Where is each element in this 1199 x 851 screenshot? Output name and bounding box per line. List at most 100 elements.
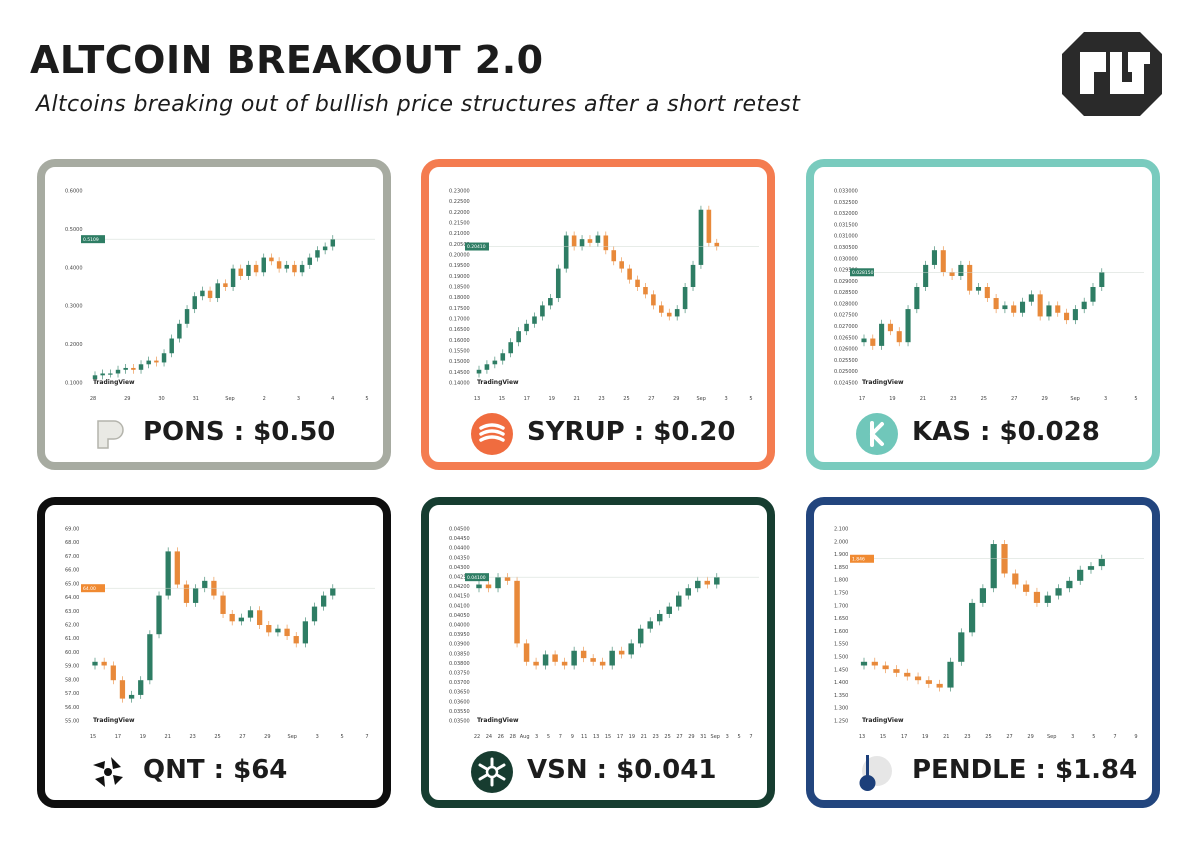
x-tick-label: 9 <box>571 734 574 740</box>
y-tick-label: 1.750 <box>834 591 848 597</box>
candle-body <box>682 287 688 310</box>
chart-svg: 0.033000 0.032500 0.032000 0.031500 0.031000… <box>834 189 1144 402</box>
candle-body <box>870 338 876 346</box>
y-tick-label: 56.00 <box>65 705 79 711</box>
x-tick-label: 23 <box>598 396 604 402</box>
y-tick-label: 0.029500 <box>834 268 858 274</box>
tradingview-watermark: TradingView <box>477 717 519 724</box>
candle-body <box>940 250 946 273</box>
candle-body <box>542 654 549 666</box>
candle-body <box>949 272 955 276</box>
tradingview-watermark: TradingView <box>862 379 904 386</box>
coin-card-vsn: 0.04500 0.04450 0.04400 0.04350 0.04300 0.042… <box>421 497 775 808</box>
tradingview-watermark: TradingView <box>93 717 135 724</box>
y-tick-label: 0.14500 <box>449 370 470 376</box>
candle-body <box>215 283 220 299</box>
x-tick-label: 7 <box>749 734 752 740</box>
x-tick-label: 3 <box>1104 396 1107 402</box>
candle-body <box>637 628 644 644</box>
x-tick-label: 21 <box>573 396 579 402</box>
y-tick-label: 0.029000 <box>834 279 858 285</box>
candle-body <box>311 606 318 622</box>
candle-body <box>92 375 98 379</box>
y-tick-label: 0.027500 <box>834 313 858 319</box>
candle-body <box>647 621 653 629</box>
x-tick-label: Aug <box>520 734 530 740</box>
price-chart: 69.00 68.00 67.00 66.00 65.00 64.00 63.00 62.00… <box>63 517 381 741</box>
x-tick-label: 24 <box>486 734 492 740</box>
candle-body <box>1033 591 1041 603</box>
candle-body <box>100 373 105 376</box>
candle-body <box>184 309 190 324</box>
x-tick-label: 19 <box>140 734 146 740</box>
candle-body <box>1002 305 1008 310</box>
y-tick-label: 1.550 <box>834 642 848 648</box>
price-tag <box>850 268 874 277</box>
x-tick-label: 25 <box>623 396 629 402</box>
candle-body <box>284 628 290 637</box>
candle-body <box>207 290 213 299</box>
candle-body <box>1046 305 1052 317</box>
candle-body <box>685 588 692 596</box>
y-tick-label: 1.250 <box>834 719 848 725</box>
candle-body <box>253 264 259 273</box>
y-tick-label: 1.350 <box>834 693 848 699</box>
candle-body <box>322 246 328 251</box>
candle-body <box>1066 580 1073 589</box>
y-tick-label: 69.00 <box>65 527 79 533</box>
x-tick-label: 5 <box>340 734 343 740</box>
x-tick-label: 23 <box>950 396 956 402</box>
candle-body <box>975 287 982 291</box>
x-tick-label: 15 <box>90 734 96 740</box>
coin-card-pendle: 2.100 2.000 1.900 1.850 1.800 1.750 1.700 1.650… <box>806 497 1160 808</box>
candle-body <box>128 694 135 699</box>
x-tick-label: 27 <box>676 734 682 740</box>
x-tick-label: 5 <box>1092 734 1095 740</box>
candle-body <box>1023 584 1030 592</box>
candle-body <box>292 264 297 273</box>
y-tick-label: 0.03550 <box>449 709 470 715</box>
x-tick-label: 17 <box>859 396 865 402</box>
candle-body <box>299 264 305 273</box>
y-tick-label: 0.16000 <box>449 338 470 344</box>
y-tick-label: 64.00 <box>65 595 79 601</box>
price-chart: 0.6000 0.5000 0.4000 0.3000 0.2000 0.1000 28 29… <box>63 179 381 403</box>
candle-body <box>1087 566 1095 570</box>
candle-body <box>246 264 251 276</box>
candle-body <box>514 580 520 644</box>
y-tick-label: 2.100 <box>834 527 848 533</box>
candle-body <box>590 658 596 662</box>
y-tick-label: 0.025000 <box>834 369 858 375</box>
y-tick-label: 1.600 <box>834 629 848 635</box>
candle-body <box>958 264 964 276</box>
y-tick-label: 58.00 <box>65 677 79 683</box>
y-tick-label: 0.03800 <box>449 661 470 667</box>
candle-body <box>1098 558 1105 567</box>
x-tick-label: 15 <box>499 396 505 402</box>
candle-body <box>1090 287 1096 302</box>
candle-body <box>330 588 336 596</box>
candle-body <box>119 680 126 699</box>
candle-body <box>666 312 672 317</box>
y-tick-label: 0.04150 <box>449 594 470 600</box>
candle-body <box>704 580 711 585</box>
x-tick-label: 29 <box>1027 734 1033 740</box>
candle-body <box>256 610 263 625</box>
x-tick-label: 21 <box>920 396 926 402</box>
candle-body <box>879 323 885 346</box>
kaspa-logo-icon <box>856 413 898 455</box>
y-tick-label: 0.19500 <box>449 263 470 269</box>
candle-body <box>967 264 973 291</box>
coin-price-label: QNT : $64 <box>143 755 288 785</box>
x-tick-label: 17 <box>115 734 121 740</box>
y-tick-label: 0.14000 <box>449 381 470 387</box>
price-tag-text: 0.20410 <box>467 244 486 250</box>
y-tick-label: 65.00 <box>65 581 79 587</box>
candle-body <box>476 584 482 589</box>
y-tick-label: 0.15500 <box>449 349 470 355</box>
x-tick-label: 13 <box>593 734 599 740</box>
candle-body <box>923 264 929 287</box>
y-tick-label: 1.400 <box>834 680 848 686</box>
x-tick-label: 19 <box>629 734 635 740</box>
x-tick-label: 29 <box>688 734 694 740</box>
